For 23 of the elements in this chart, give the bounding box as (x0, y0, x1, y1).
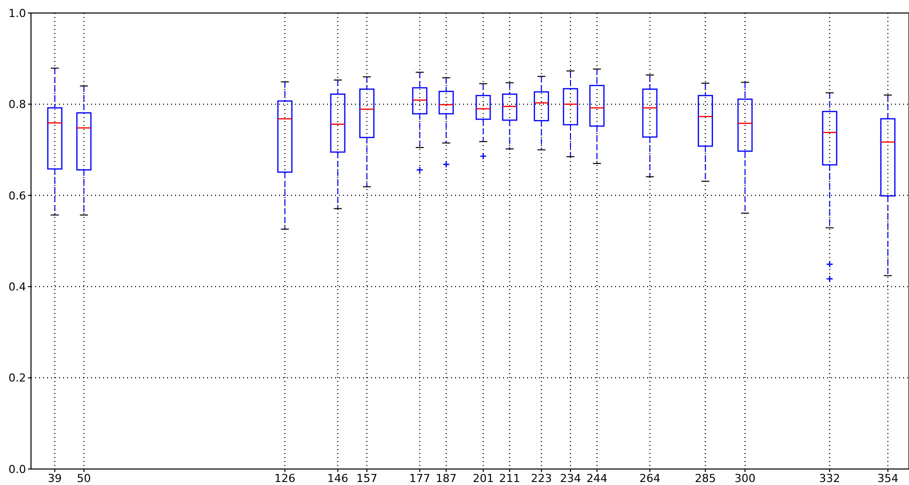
x-tick-label: 234 (560, 472, 581, 485)
x-tick-label: 157 (356, 472, 378, 485)
x-tick-label: 201 (472, 472, 494, 485)
x-tick-label: 244 (586, 472, 608, 485)
x-tick-label: 223 (530, 472, 552, 485)
y-tick-label: 0.2 (8, 372, 26, 385)
y-tick-label: 0.8 (8, 98, 26, 112)
x-tick-label: 332 (819, 472, 840, 485)
x-tick-label: 354 (877, 472, 898, 485)
y-tick-label: 1.0 (8, 6, 26, 20)
x-tick-label: 126 (274, 472, 296, 485)
x-tick-label: 177 (409, 472, 430, 485)
x-tick-label: 264 (639, 472, 660, 485)
y-tick-label: 0.0 (8, 462, 26, 476)
y-tick-label: 0.4 (8, 280, 26, 294)
y-tick-label: 0.6 (8, 189, 26, 202)
x-tick-label: 50 (76, 472, 91, 485)
x-tick-label: 146 (327, 472, 348, 485)
x-tick-label: 285 (694, 472, 716, 485)
x-tick-label: 300 (734, 472, 756, 485)
x-tick-label: 211 (499, 472, 520, 485)
x-tick-label: 187 (436, 472, 457, 485)
x-tick-label: 39 (48, 472, 62, 485)
